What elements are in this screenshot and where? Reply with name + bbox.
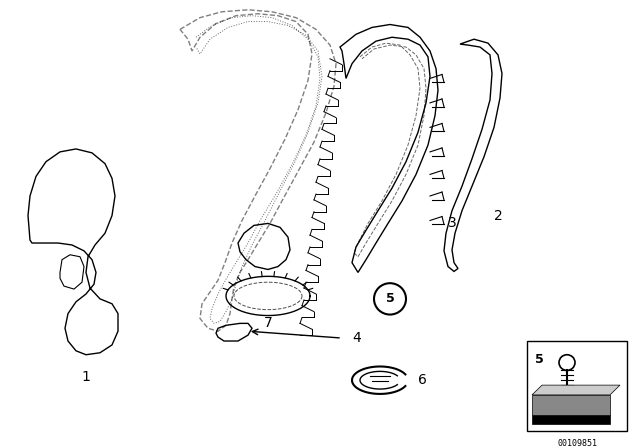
- Text: 2: 2: [493, 209, 502, 223]
- Polygon shape: [532, 395, 610, 414]
- Polygon shape: [532, 414, 610, 424]
- Text: 1: 1: [81, 370, 90, 384]
- Text: 5: 5: [535, 353, 544, 366]
- Text: 00109851: 00109851: [557, 439, 597, 448]
- Bar: [527, 341, 627, 431]
- Text: 4: 4: [352, 331, 361, 345]
- Text: 3: 3: [447, 216, 456, 230]
- Text: 7: 7: [264, 316, 273, 330]
- Text: 5: 5: [386, 293, 394, 306]
- Polygon shape: [532, 385, 620, 395]
- Circle shape: [374, 283, 406, 314]
- Text: 6: 6: [417, 373, 426, 387]
